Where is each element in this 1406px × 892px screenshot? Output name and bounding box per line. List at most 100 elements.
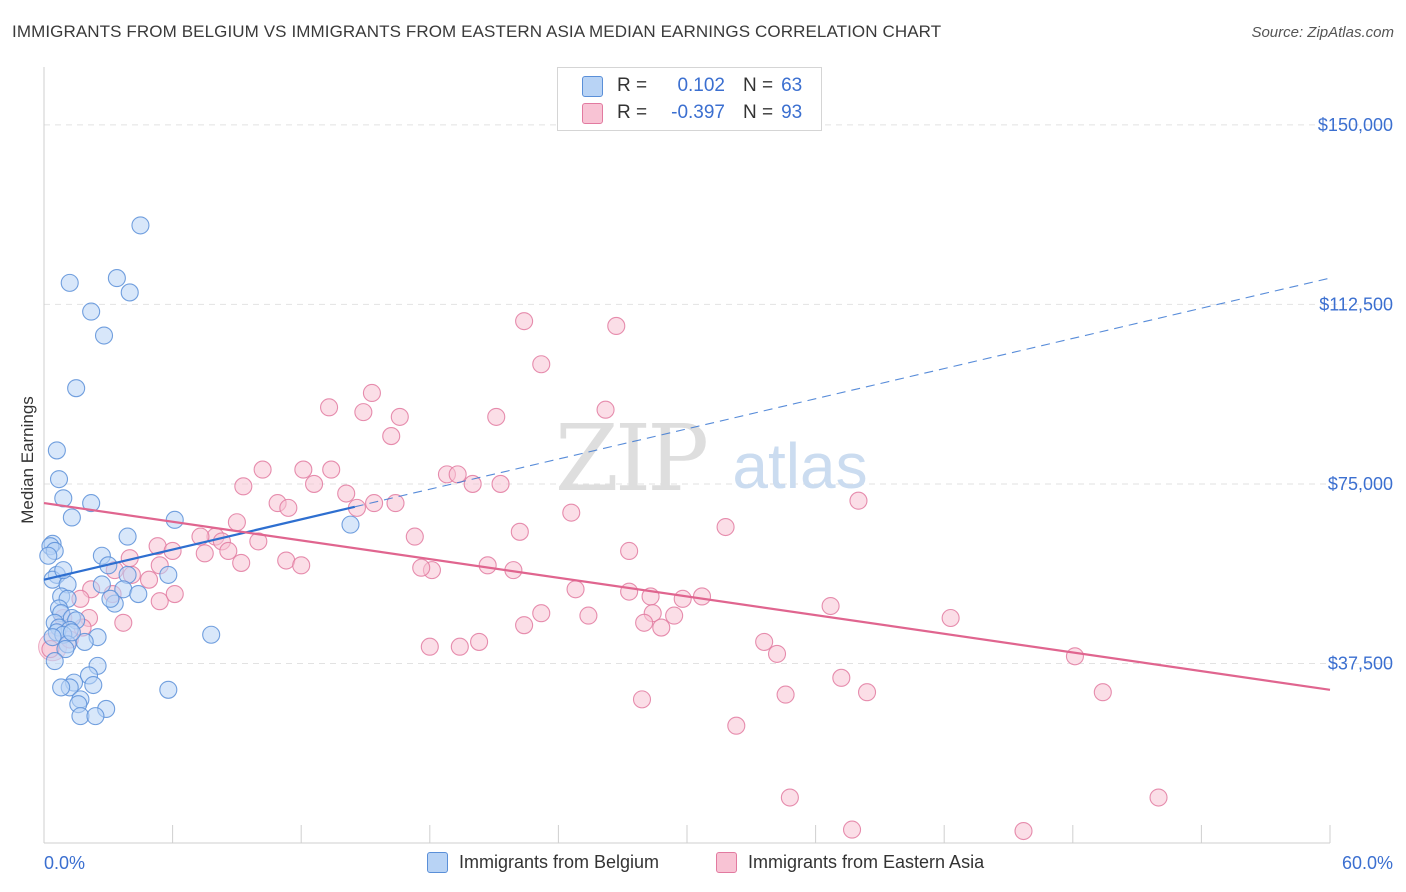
watermark: ZIP atlas <box>555 405 868 512</box>
watermark-atlas: atlas <box>732 430 867 502</box>
legend-n-label: N = <box>743 75 774 96</box>
data-point-belgium <box>94 326 114 345</box>
chart-title: IMMIGRANTS FROM BELGIUM VS IMMIGRANTS FR… <box>12 22 942 41</box>
data-point-belgium <box>202 625 221 644</box>
data-point-belgium <box>129 584 148 604</box>
data-point-eastern-asia <box>114 613 133 632</box>
data-point-belgium <box>45 652 64 671</box>
data-point-belgium <box>101 589 120 608</box>
data-point-eastern-asia <box>386 494 405 513</box>
y-tick-label: $75,000 <box>1328 474 1393 494</box>
legend-row-eastern-asia: R = -0.397 N = 93 <box>582 101 802 125</box>
series-label-belgium: Immigrants from Belgium <box>459 852 660 872</box>
data-point-eastern-asia <box>337 484 356 503</box>
data-point-eastern-asia <box>487 407 506 426</box>
data-point-eastern-asia <box>450 637 469 656</box>
data-point-eastern-asia <box>632 690 652 709</box>
data-point-belgium <box>62 623 81 642</box>
y-tick-labels: $150,000 $112,500 $75,000 $37,500 <box>1318 115 1393 674</box>
data-point-belgium <box>120 283 139 302</box>
series-label-eastern-asia: Immigrants from Eastern Asia <box>748 852 985 872</box>
data-point-eastern-asia <box>635 613 654 632</box>
data-point-belgium <box>47 441 66 460</box>
data-point-eastern-asia <box>776 685 795 704</box>
data-point-eastern-asia <box>596 400 615 419</box>
data-point-eastern-asia <box>941 608 960 628</box>
legend-row-belgium: R = 0.102 N = 63 <box>582 74 802 98</box>
data-point-eastern-asia <box>292 556 311 575</box>
legend-r-label: R = <box>617 75 648 96</box>
data-point-eastern-asia <box>420 637 439 656</box>
data-point-eastern-asia <box>139 570 159 589</box>
data-point-eastern-asia <box>491 474 510 493</box>
data-point-eastern-asia <box>478 556 497 575</box>
data-point-eastern-asia <box>294 460 313 479</box>
data-point-belgium <box>56 640 75 659</box>
data-point-belgium <box>82 302 101 321</box>
data-point-eastern-asia <box>412 558 431 577</box>
data-point-eastern-asia <box>405 527 424 546</box>
data-point-eastern-asia <box>755 632 774 651</box>
data-point-eastern-asia <box>249 532 268 551</box>
data-point-belgium <box>67 379 86 398</box>
data-point-eastern-asia <box>849 491 868 510</box>
legend-r-value: 0.102 <box>677 75 725 96</box>
data-point-belgium <box>60 273 79 292</box>
data-point-eastern-asia <box>165 584 184 604</box>
data-point-belgium <box>52 678 71 697</box>
data-point-eastern-asia <box>832 668 851 687</box>
data-point-eastern-asia <box>620 541 639 561</box>
data-point-eastern-asia <box>515 312 534 331</box>
data-point-eastern-asia <box>532 604 551 623</box>
data-point-eastern-asia <box>652 618 671 637</box>
data-point-eastern-asia <box>1093 683 1112 702</box>
data-point-eastern-asia <box>510 522 529 541</box>
data-point-eastern-asia <box>191 527 210 546</box>
data-point-eastern-asia <box>448 465 467 484</box>
data-point-eastern-asia <box>620 582 639 601</box>
data-point-eastern-asia <box>692 587 712 606</box>
grid-lines <box>44 124 1393 664</box>
data-point-belgium <box>92 575 111 594</box>
series-legend-belgium[interactable]: Immigrants from Belgium <box>427 852 659 873</box>
data-point-eastern-asia <box>463 474 482 493</box>
data-point-eastern-asia <box>390 407 409 426</box>
data-point-eastern-asia <box>382 427 401 446</box>
data-point-belgium <box>49 470 69 489</box>
data-point-belgium <box>71 707 90 726</box>
data-point-belgium <box>159 565 178 584</box>
axes <box>43 67 1331 844</box>
data-point-eastern-asia <box>279 498 298 517</box>
data-point-eastern-asia <box>362 383 381 403</box>
data-point-eastern-asia <box>1065 647 1084 666</box>
trend-line-belgium-projection <box>354 277 1331 508</box>
data-point-eastern-asia <box>857 683 877 702</box>
data-point-eastern-asia <box>727 716 746 735</box>
data-point-eastern-asia <box>515 616 534 635</box>
eastern-asia-points <box>38 312 1168 841</box>
data-point-eastern-asia <box>673 589 692 608</box>
series-legend: Immigrants from Belgium Immigrants from … <box>0 852 1406 878</box>
data-point-belgium <box>107 269 126 288</box>
series-swatch-blue <box>427 852 448 873</box>
trend-line-belgium <box>43 505 356 581</box>
data-point-eastern-asia <box>320 398 339 417</box>
data-point-belgium <box>86 707 105 726</box>
data-point-eastern-asia <box>354 403 373 422</box>
data-point-eastern-asia <box>607 316 626 336</box>
legend-swatch-blue <box>582 75 603 97</box>
correlation-legend: R = 0.102 N = 63 R = -0.397 N = 93 <box>557 67 822 131</box>
trend-lines <box>43 277 1331 691</box>
watermark-zip: ZIP <box>555 405 706 512</box>
x-tick-left: 0.0% <box>44 853 85 873</box>
legend-r-label: R = <box>617 102 648 123</box>
y-tick-label: $37,500 <box>1328 653 1393 673</box>
data-point-eastern-asia <box>716 517 735 537</box>
data-point-eastern-asia <box>305 474 324 493</box>
data-point-eastern-asia <box>322 460 341 479</box>
data-point-eastern-asia <box>780 788 799 807</box>
series-legend-eastern-asia[interactable]: Immigrants from Eastern Asia <box>716 852 984 873</box>
data-point-eastern-asia <box>1014 821 1033 841</box>
legend-n-value: 63 <box>781 75 803 96</box>
